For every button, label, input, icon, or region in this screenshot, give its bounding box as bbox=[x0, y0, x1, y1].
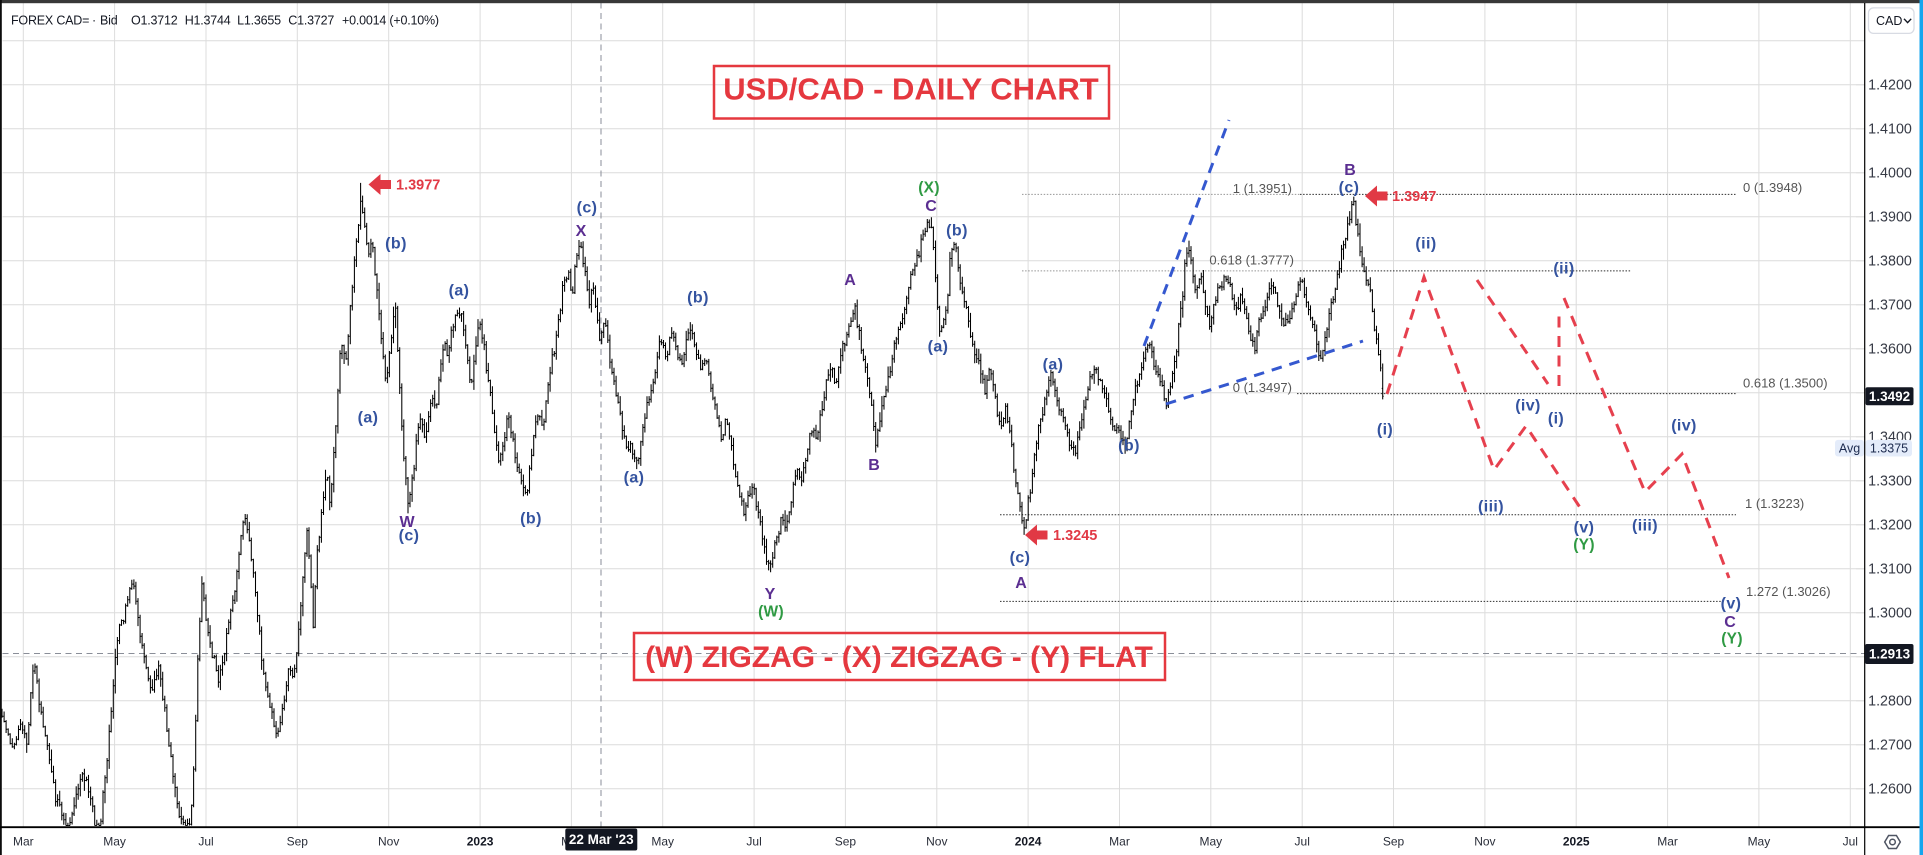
svg-text:Jul: Jul bbox=[1295, 835, 1310, 849]
svg-text:(a): (a) bbox=[928, 339, 949, 356]
svg-text:(v): (v) bbox=[1574, 520, 1595, 537]
svg-text:Mar: Mar bbox=[1109, 835, 1130, 849]
svg-text:A: A bbox=[1015, 575, 1027, 592]
svg-text:1.4100: 1.4100 bbox=[1868, 122, 1912, 138]
svg-text:1.2800: 1.2800 bbox=[1868, 694, 1912, 710]
svg-text:1.3977: 1.3977 bbox=[396, 178, 440, 194]
svg-text:2023: 2023 bbox=[467, 835, 494, 849]
svg-text:0 (1.3497): 0 (1.3497) bbox=[1233, 380, 1292, 395]
svg-text:1.4200: 1.4200 bbox=[1868, 78, 1912, 94]
svg-text:(ii): (ii) bbox=[1415, 236, 1436, 253]
svg-text:Sep: Sep bbox=[835, 835, 857, 849]
svg-text:(v): (v) bbox=[1721, 596, 1742, 613]
svg-text:1.3200: 1.3200 bbox=[1868, 518, 1912, 534]
svg-text:Sep: Sep bbox=[287, 835, 309, 849]
svg-text:(c): (c) bbox=[1010, 550, 1031, 567]
svg-text:X: X bbox=[576, 223, 587, 240]
svg-text:(b): (b) bbox=[385, 236, 407, 253]
svg-text:1.2913: 1.2913 bbox=[1869, 647, 1911, 662]
svg-text:(i): (i) bbox=[1548, 411, 1564, 428]
svg-text:(ii): (ii) bbox=[1553, 261, 1574, 278]
svg-text:Mar: Mar bbox=[13, 835, 34, 849]
svg-text:1.3100: 1.3100 bbox=[1868, 562, 1912, 578]
svg-text:1 (1.3223): 1 (1.3223) bbox=[1745, 496, 1804, 511]
svg-text:Jul: Jul bbox=[198, 835, 213, 849]
svg-text:(i): (i) bbox=[1377, 422, 1393, 439]
svg-text:1.2700: 1.2700 bbox=[1868, 738, 1912, 754]
svg-text:USD/CAD - DAILY CHART: USD/CAD - DAILY CHART bbox=[723, 72, 1099, 107]
svg-text:(b): (b) bbox=[946, 223, 968, 240]
svg-text:(W) ZIGZAG - (X) ZIGZAG - (Y): (W) ZIGZAG - (X) ZIGZAG - (Y) FLAT bbox=[645, 641, 1153, 674]
svg-text:(a): (a) bbox=[1043, 357, 1064, 374]
svg-text:(iii): (iii) bbox=[1632, 518, 1658, 535]
svg-text:(X): (X) bbox=[918, 180, 940, 197]
svg-text:1.3947: 1.3947 bbox=[1392, 189, 1436, 205]
svg-text:(W): (W) bbox=[758, 604, 784, 621]
svg-text:Nov: Nov bbox=[926, 835, 947, 849]
svg-text:(c): (c) bbox=[1339, 180, 1360, 197]
svg-text:1.3000: 1.3000 bbox=[1868, 606, 1912, 622]
svg-text:(c): (c) bbox=[399, 528, 420, 545]
svg-text:May: May bbox=[1199, 835, 1222, 849]
svg-text:1.272 (1.3026): 1.272 (1.3026) bbox=[1746, 584, 1831, 599]
svg-text:W: W bbox=[399, 514, 415, 531]
svg-text:1.3245: 1.3245 bbox=[1053, 528, 1097, 544]
svg-text:B: B bbox=[1344, 162, 1356, 179]
svg-text:Jul: Jul bbox=[746, 835, 761, 849]
svg-text:May: May bbox=[651, 835, 674, 849]
svg-text:1.3300: 1.3300 bbox=[1868, 474, 1912, 490]
svg-text:1 (1.3951): 1 (1.3951) bbox=[1233, 181, 1292, 196]
svg-text:1.3600: 1.3600 bbox=[1868, 342, 1912, 358]
svg-text:A: A bbox=[844, 272, 856, 289]
svg-text:0.618 (1.3500): 0.618 (1.3500) bbox=[1743, 376, 1828, 391]
svg-text:(c): (c) bbox=[577, 200, 598, 217]
svg-text:(a): (a) bbox=[449, 283, 470, 300]
svg-text:(iii): (iii) bbox=[1478, 499, 1504, 516]
svg-text:1.3800: 1.3800 bbox=[1868, 254, 1912, 270]
svg-text:0.618 (1.3777): 0.618 (1.3777) bbox=[1209, 253, 1294, 268]
svg-text:(b): (b) bbox=[687, 290, 709, 307]
svg-text:(b): (b) bbox=[520, 511, 542, 528]
svg-text:1.3375: 1.3375 bbox=[1870, 441, 1908, 455]
svg-text:Nov: Nov bbox=[378, 835, 399, 849]
svg-text:(a): (a) bbox=[624, 470, 645, 487]
svg-text:(iv): (iv) bbox=[1671, 418, 1697, 435]
svg-text:2025: 2025 bbox=[1563, 835, 1590, 849]
svg-text:(iv): (iv) bbox=[1515, 398, 1541, 415]
svg-text:1.4000: 1.4000 bbox=[1868, 166, 1912, 182]
svg-text:(b): (b) bbox=[1118, 438, 1140, 455]
svg-text:Y: Y bbox=[765, 586, 776, 603]
svg-text:2024: 2024 bbox=[1015, 835, 1042, 849]
svg-text:Mar: Mar bbox=[1657, 835, 1678, 849]
svg-text:May: May bbox=[103, 835, 126, 849]
svg-text:Sep: Sep bbox=[1383, 835, 1405, 849]
svg-text:(a): (a) bbox=[358, 410, 379, 427]
svg-text:B: B bbox=[868, 457, 880, 474]
svg-text:22 Mar '23: 22 Mar '23 bbox=[569, 832, 634, 847]
svg-text:C: C bbox=[1724, 614, 1736, 631]
svg-text:0 (1.3948): 0 (1.3948) bbox=[1743, 180, 1802, 195]
svg-text:(Y): (Y) bbox=[1573, 537, 1595, 554]
svg-text:1.3900: 1.3900 bbox=[1868, 210, 1912, 226]
svg-text:May: May bbox=[1748, 835, 1771, 849]
svg-text:1.2600: 1.2600 bbox=[1868, 782, 1912, 798]
svg-text:1.3492: 1.3492 bbox=[1869, 389, 1910, 404]
svg-text:Avg: Avg bbox=[1839, 441, 1860, 455]
svg-text:Nov: Nov bbox=[1474, 835, 1495, 849]
svg-text:1.3700: 1.3700 bbox=[1868, 298, 1912, 314]
svg-text:(Y): (Y) bbox=[1721, 631, 1743, 648]
svg-text:Jul: Jul bbox=[1843, 835, 1858, 849]
svg-text:C: C bbox=[925, 198, 937, 215]
svg-text:CAD: CAD bbox=[1876, 14, 1902, 28]
